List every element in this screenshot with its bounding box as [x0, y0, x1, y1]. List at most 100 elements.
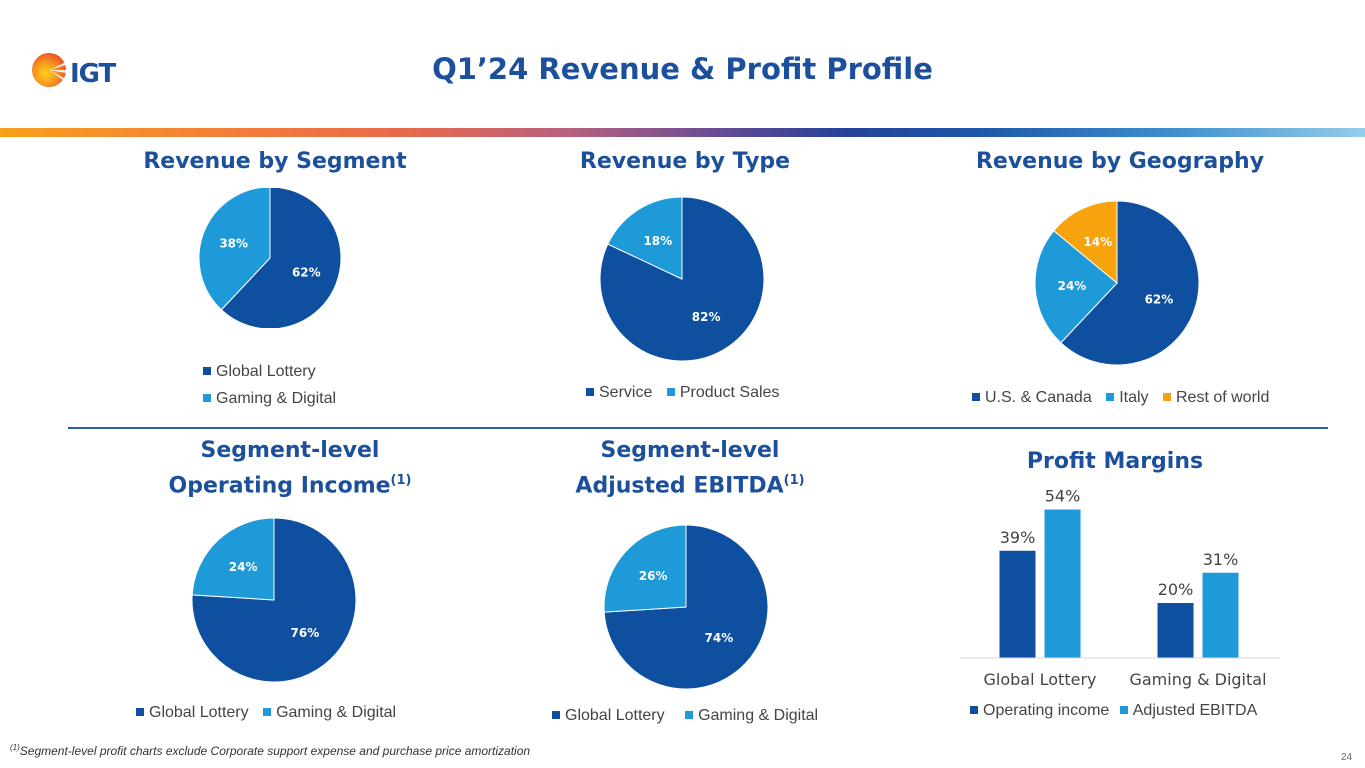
- pie-data-label-global-lottery: 62%: [292, 265, 321, 279]
- pie-revenue-segment: 62% 38%: [198, 188, 342, 328]
- pie-slice-gaming-digital: [198, 188, 271, 311]
- pie-adjusted-ebitda: 74% 26%: [603, 524, 769, 690]
- pie-data-label-service: 82%: [692, 310, 721, 324]
- bar-operating-income-gaming-digital: [1157, 603, 1194, 658]
- legend-label: Italy: [1119, 389, 1149, 406]
- category-labels: Global Lottery Gaming & Digital: [984, 670, 1267, 689]
- pie-labels: 76% 24%: [229, 560, 319, 640]
- legend-swatch: [203, 394, 211, 402]
- legend-item-global-lottery: Global Lottery: [552, 707, 665, 724]
- legend-item-product-sales: Product Sales: [666, 384, 779, 401]
- pie-labels: 74% 26%: [639, 569, 733, 645]
- legend-swatch: [666, 388, 675, 396]
- legend-revenue-type: Service Product Sales: [586, 384, 779, 402]
- pie-slices: [191, 517, 357, 683]
- chart-title-line1: Segment-level: [600, 438, 780, 463]
- pie-operating-income: 76% 24%: [191, 517, 357, 683]
- bar-label-adjusted-ebitda-gaming-digital: 31%: [1203, 550, 1239, 569]
- legend-item-italy: Italy: [1106, 389, 1149, 406]
- bar-label-operating-income-gaming-digital: 20%: [1158, 580, 1194, 599]
- gradient-bar: [0, 128, 1365, 137]
- legend-swatch: [685, 711, 694, 719]
- footnote-text: Segment-level profit charts exclude Corp…: [19, 744, 531, 758]
- legend-swatch: [972, 393, 980, 401]
- legend-label: Adjusted EBITDA: [1132, 702, 1258, 719]
- bars: [999, 509, 1239, 658]
- legend-label: Gaming & Digital: [276, 704, 397, 721]
- chart-title-adjusted-ebitda: Segment-level Adjusted EBITDA(1): [520, 436, 860, 501]
- category-label-gaming-digital: Gaming & Digital: [1129, 670, 1266, 689]
- legend-label: U.S. & Canada: [985, 389, 1092, 406]
- pie-data-label-gaming-digital: 24%: [229, 560, 258, 574]
- legend-swatch: [1162, 393, 1171, 401]
- footnote: (1)Segment-level profit charts exclude C…: [10, 743, 530, 758]
- pie-slices: [603, 524, 769, 690]
- pie-labels: 62% 24% 14%: [1058, 235, 1174, 306]
- pie-data-label-rest-of-world: 14%: [1083, 235, 1112, 249]
- page-title: Q1’24 Revenue & Profit Profile: [432, 52, 933, 86]
- legend-label: Gaming & Digital: [698, 707, 819, 724]
- legend-swatch: [552, 711, 560, 719]
- legend-swatch: [203, 367, 211, 375]
- legend-label: Operating income: [983, 702, 1110, 719]
- legend-profit-margins: Operating income Adjusted EBITDA: [970, 702, 1257, 720]
- legend-item-us-canada: U.S. & Canada: [972, 389, 1092, 406]
- legend-revenue-segment: Global Lottery Gaming & Digital: [203, 358, 336, 412]
- legend-adjusted-ebitda: Global Lottery Gaming & Digital: [552, 707, 818, 725]
- logo-text: IGT: [70, 59, 117, 89]
- legend-item-gaming-digital: Gaming & Digital: [263, 704, 396, 721]
- pie-data-label-global-lottery: 76%: [291, 626, 320, 640]
- legend-label: Service: [599, 384, 653, 401]
- legend-item-rest-of-world: Rest of world: [1162, 389, 1269, 406]
- pie-labels: 62% 38%: [219, 237, 320, 280]
- section-divider: [68, 427, 1328, 429]
- bar-chart-profit-margins: 39% 54% 20% 31% Global Lottery Gaming & Digi…: [960, 490, 1280, 689]
- pie-data-label-global-lottery: 74%: [705, 631, 734, 645]
- pie-slices: [599, 196, 765, 362]
- pie-slice-italy: [1034, 230, 1118, 344]
- legend-item-global-lottery: Global Lottery: [136, 704, 249, 721]
- page-number: 24: [1341, 752, 1353, 763]
- igt-logo: IGT: [30, 50, 130, 90]
- chart-title-revenue-type: Revenue by Type: [579, 149, 791, 174]
- pie-slice-gaming-digital: [191, 517, 275, 601]
- chart-title-text: Adjusted EBITDA: [575, 473, 784, 499]
- bar-adjusted-ebitda-global-lottery: [1044, 509, 1081, 658]
- pie-slice-global-lottery: [220, 188, 342, 328]
- pie-data-label-italy: 24%: [1058, 279, 1087, 293]
- chart-title-profit-margins: Profit Margins: [1026, 449, 1204, 474]
- pie-labels: 82% 18%: [643, 234, 720, 324]
- pie-slices: [1034, 200, 1200, 366]
- footnote-sup: (1): [10, 743, 20, 752]
- legend-swatch: [970, 706, 978, 714]
- pie-slice-rest-of-world: [1053, 200, 1118, 285]
- legend-swatch: [136, 708, 144, 716]
- bar-labels: 39% 54% 20% 31%: [1000, 490, 1239, 599]
- category-label-global-lottery: Global Lottery: [984, 670, 1097, 689]
- pie-data-label-gaming-digital: 26%: [639, 569, 668, 583]
- legend-swatch: [1106, 393, 1115, 401]
- pie-revenue-type: 82% 18%: [599, 196, 765, 362]
- bar-operating-income-global-lottery: [999, 550, 1036, 658]
- bar-label-adjusted-ebitda-global-lottery: 54%: [1045, 490, 1081, 506]
- pie-revenue-geography: 62% 24% 14%: [1034, 200, 1200, 366]
- pie-slice-gaming-digital: [603, 524, 687, 613]
- chart-title-line2: Adjusted EBITDA(1): [520, 466, 860, 501]
- pie-slice-product-sales: [607, 196, 683, 280]
- chart-title-sup: (1): [783, 473, 805, 488]
- legend-label: Gaming & Digital: [216, 390, 337, 407]
- legend-item-global-lottery: Global Lottery: [203, 358, 336, 385]
- chart-title-revenue-segment: Revenue by Segment: [143, 149, 407, 174]
- legend-label: Global Lottery: [149, 704, 249, 721]
- legend-item-gaming-digital: Gaming & Digital: [203, 385, 336, 412]
- chart-title-line2: Operating Income(1): [120, 466, 460, 501]
- legend-label: Global Lottery: [565, 707, 665, 724]
- legend-item-gaming-digital: Gaming & Digital: [685, 707, 818, 724]
- legend-swatch: [586, 388, 594, 396]
- legend-operating-income: Global Lottery Gaming & Digital: [136, 704, 396, 722]
- chart-title-sup: (1): [390, 473, 412, 488]
- legend-label: Global Lottery: [216, 363, 316, 380]
- bar-label-operating-income-global-lottery: 39%: [1000, 528, 1036, 547]
- legend-swatch: [263, 708, 272, 716]
- chart-title-operating-income: Segment-level Operating Income(1): [120, 436, 460, 501]
